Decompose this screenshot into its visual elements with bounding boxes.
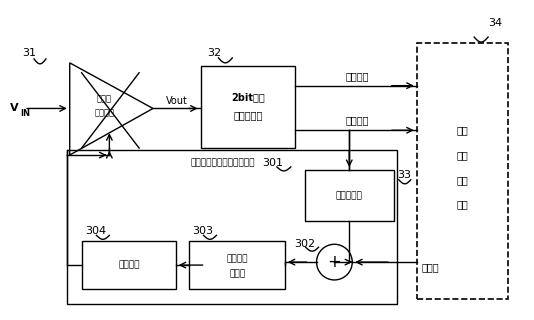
Text: 31: 31 <box>22 48 36 58</box>
Text: 302: 302 <box>294 239 315 249</box>
Text: 符号信号: 符号信号 <box>345 71 369 81</box>
Text: 303: 303 <box>193 226 214 236</box>
Bar <box>305 170 394 221</box>
Text: 参考値: 参考値 <box>422 262 439 272</box>
Text: 益放大器: 益放大器 <box>95 108 114 117</box>
Bar <box>67 150 397 304</box>
Bar <box>417 43 508 299</box>
Bar <box>189 241 285 289</box>
Text: 32: 32 <box>208 48 222 58</box>
Text: 幅度信号: 幅度信号 <box>345 115 369 125</box>
Text: Vout: Vout <box>166 96 188 106</box>
Text: 304: 304 <box>85 226 107 236</box>
Text: 数字积分: 数字积分 <box>226 255 248 264</box>
Text: 器电路: 器电路 <box>229 269 245 278</box>
Text: 峰値检测器: 峰値检测器 <box>336 191 363 200</box>
Text: 处理: 处理 <box>457 175 468 185</box>
Text: 301: 301 <box>262 158 283 168</box>
Text: 基带: 基带 <box>457 150 468 160</box>
Text: 数字: 数字 <box>457 125 468 135</box>
Text: 34: 34 <box>488 18 502 28</box>
Text: 反指数特性型数字控制电路: 反指数特性型数字控制电路 <box>191 158 255 167</box>
Text: +: + <box>327 253 341 271</box>
Bar <box>82 241 176 289</box>
Bar <box>201 66 295 148</box>
Text: 可变增: 可变增 <box>97 94 112 103</box>
Text: V: V <box>10 103 19 114</box>
Text: 模数转换器: 模数转换器 <box>233 110 263 120</box>
Text: 2bit快闪: 2bit快闪 <box>231 92 265 102</box>
Text: 节片: 节片 <box>457 200 468 210</box>
Text: IN: IN <box>20 109 30 118</box>
Text: 译码电路: 译码电路 <box>119 260 140 269</box>
Text: 33: 33 <box>397 170 411 180</box>
